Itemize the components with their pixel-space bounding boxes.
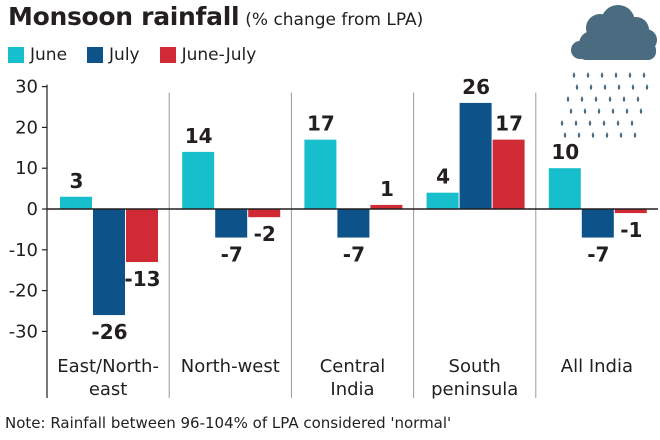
data-label-june-july-central-india: 1 — [380, 177, 394, 201]
y-tick-label: 0 — [27, 199, 38, 220]
data-label-june-july-north-west: -2 — [254, 222, 276, 246]
data-label-july-central-india: -7 — [343, 243, 365, 267]
rain-cloud-icon — [560, 5, 657, 138]
y-tick-label: -10 — [9, 240, 38, 261]
chart-subtitle: (% change from LPA) — [245, 10, 424, 30]
bar-june-july-north-west — [248, 209, 281, 218]
data-label-june-july-all-india: -1 — [620, 218, 642, 242]
y-tick-label: 30 — [15, 77, 38, 98]
bar-june-july-south-peninsula — [492, 139, 525, 209]
category-label-central-india: Central India — [320, 356, 386, 400]
data-label-july-all-india: -7 — [587, 243, 609, 267]
y-tick-label: -30 — [9, 321, 38, 342]
data-label-june-july-east-north-east: -13 — [124, 267, 160, 291]
legend-label-june: June — [30, 45, 68, 65]
chart-note: Note: Rainfall between 96-104% of LPA co… — [5, 414, 452, 432]
category-label-east-north-east: East/North-east — [57, 356, 159, 400]
legend-label-june-july: June-July — [181, 45, 257, 65]
y-tick-label: -20 — [9, 281, 38, 302]
bar-june-july-central-india — [370, 204, 403, 209]
bar-july-north-west — [215, 209, 248, 238]
data-label-june-all-india: 10 — [551, 140, 579, 164]
data-label-june-north-west: 14 — [185, 124, 213, 148]
bar-june-july-all-india — [614, 209, 647, 214]
legend-swatch-june — [8, 47, 24, 63]
legend: June July June-July — [8, 45, 276, 65]
legend-swatch-june-july — [159, 47, 176, 63]
category-label-all-india: All India — [561, 356, 633, 377]
category-label-south-peninsula: South peninsula — [431, 356, 518, 400]
bar-june-south-peninsula — [426, 192, 459, 209]
data-label-june-july-south-peninsula: 17 — [495, 112, 523, 136]
bar-june-north-west — [182, 151, 215, 209]
legend-item-july: July — [87, 45, 140, 65]
y-tick-label: 10 — [15, 158, 38, 179]
bar-july-all-india — [581, 209, 614, 238]
bar-june-all-india — [548, 168, 581, 209]
data-label-june-east-north-east: 3 — [70, 169, 84, 193]
legend-swatch-july — [87, 47, 104, 63]
data-label-july-south-peninsula: 26 — [462, 75, 490, 99]
bar-june-central-india — [304, 139, 337, 209]
bar-july-east-north-east — [93, 209, 125, 316]
bar-july-south-peninsula — [459, 102, 492, 209]
data-label-june-south-peninsula: 4 — [436, 165, 450, 189]
data-label-july-north-west: -7 — [221, 243, 243, 267]
bar-june-east-north-east — [60, 196, 92, 209]
bar-june-july-east-north-east — [126, 209, 158, 263]
y-tick-label: 20 — [15, 117, 38, 138]
data-label-july-east-north-east: -26 — [91, 320, 127, 344]
legend-item-june: June — [8, 45, 67, 65]
data-label-june-central-india: 17 — [307, 112, 335, 136]
chart-title: Monsoon rainfall — [8, 2, 240, 31]
chart-title-row: Monsoon rainfall (% change from LPA) — [8, 2, 423, 31]
plot-area: 3020100-10-20-303-26-13East/North-east14… — [9, 75, 658, 400]
legend-label-july: July — [109, 45, 140, 65]
bar-july-central-india — [337, 209, 370, 238]
legend-item-june-july: June-July — [159, 45, 257, 65]
category-label-north-west: North-west — [181, 356, 280, 377]
